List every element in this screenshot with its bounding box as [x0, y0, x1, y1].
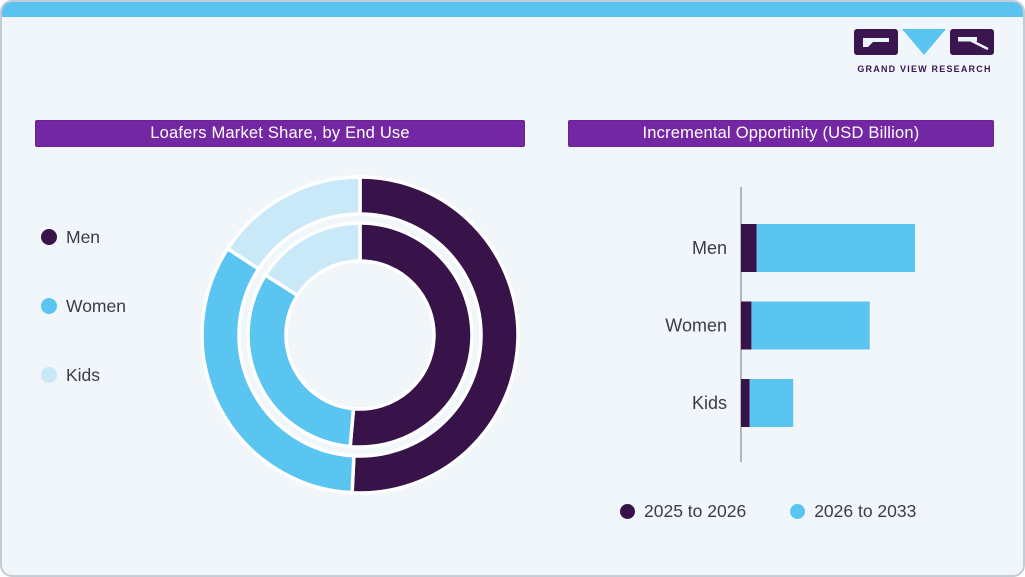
legend-label-2026-2033: 2026 to 2033 — [814, 500, 917, 521]
logo-v-triangle — [902, 29, 946, 55]
bar-segment-kids-2026-to-2033 — [749, 379, 794, 427]
donut-title: Loafers Market Share, by End Use — [150, 124, 410, 142]
period2-swatch-icon — [790, 503, 806, 519]
top-accent-bar — [2, 2, 1023, 17]
bar-segment-women-2026-to-2033 — [751, 301, 870, 350]
donut-inner-ring-segment-kids — [263, 221, 362, 298]
bar-chart: Men Women Kids — [665, 187, 915, 462]
legend-label-2025-2026: 2025 to 2026 — [644, 500, 747, 521]
donut-outer-ring-segment-kids — [225, 175, 362, 271]
logo-g-glyph — [863, 38, 889, 47]
donut-inner-ring-segment-men — [348, 221, 474, 449]
donut-chart — [200, 175, 520, 495]
donut-outer-ring-segment-men — [350, 175, 520, 495]
bar-segment-kids-2025-to-2026 — [741, 379, 750, 427]
bar-segment-men-2025-to-2026 — [741, 224, 757, 272]
legend-item-2025-2026: 2025 to 2026 — [620, 501, 746, 521]
bar-category-label-women: Women — [665, 316, 727, 336]
bar-category-label-men: Men — [692, 238, 727, 258]
logo-r-glyph-diagonal — [969, 38, 989, 51]
bar-segment-men-2026-to-2033 — [756, 224, 915, 272]
donut-legend: Men Women Kids — [41, 227, 126, 385]
donut-title-banner: Loafers Market Share, by End Use — [35, 120, 525, 147]
legend-item-men: Men — [41, 227, 126, 247]
men-swatch-icon — [41, 229, 57, 245]
period1-swatch-icon — [620, 503, 635, 519]
gvr-logo-marks — [854, 29, 994, 55]
kids-swatch-icon — [41, 367, 57, 383]
legend-item-kids: Kids — [41, 365, 126, 385]
women-swatch-icon — [41, 298, 57, 314]
gvr-logo: GRAND VIEW RESEARCH — [854, 28, 995, 74]
bar-legend: 2025 to 2026 2026 to 2033 — [620, 501, 916, 521]
bar-title: Incremental Opportinity (USD Billion) — [642, 124, 920, 142]
legend-label-kids: Kids — [66, 364, 101, 385]
legend-item-2026-2033: 2026 to 2033 — [790, 501, 916, 521]
logo-r-glyph-bar — [958, 37, 977, 42]
bar-title-banner: Incremental Opportinity (USD Billion) — [568, 120, 994, 147]
logo-wordmark: GRAND VIEW RESEARCH — [857, 64, 992, 74]
legend-item-women: Women — [41, 296, 126, 316]
bar-category-label-kids: Kids — [692, 393, 727, 413]
bar-segment-women-2025-to-2026 — [741, 301, 752, 350]
legend-label-women: Women — [66, 295, 126, 316]
donut-inner-ring-segment-women — [246, 273, 356, 449]
legend-label-men: Men — [66, 226, 101, 247]
